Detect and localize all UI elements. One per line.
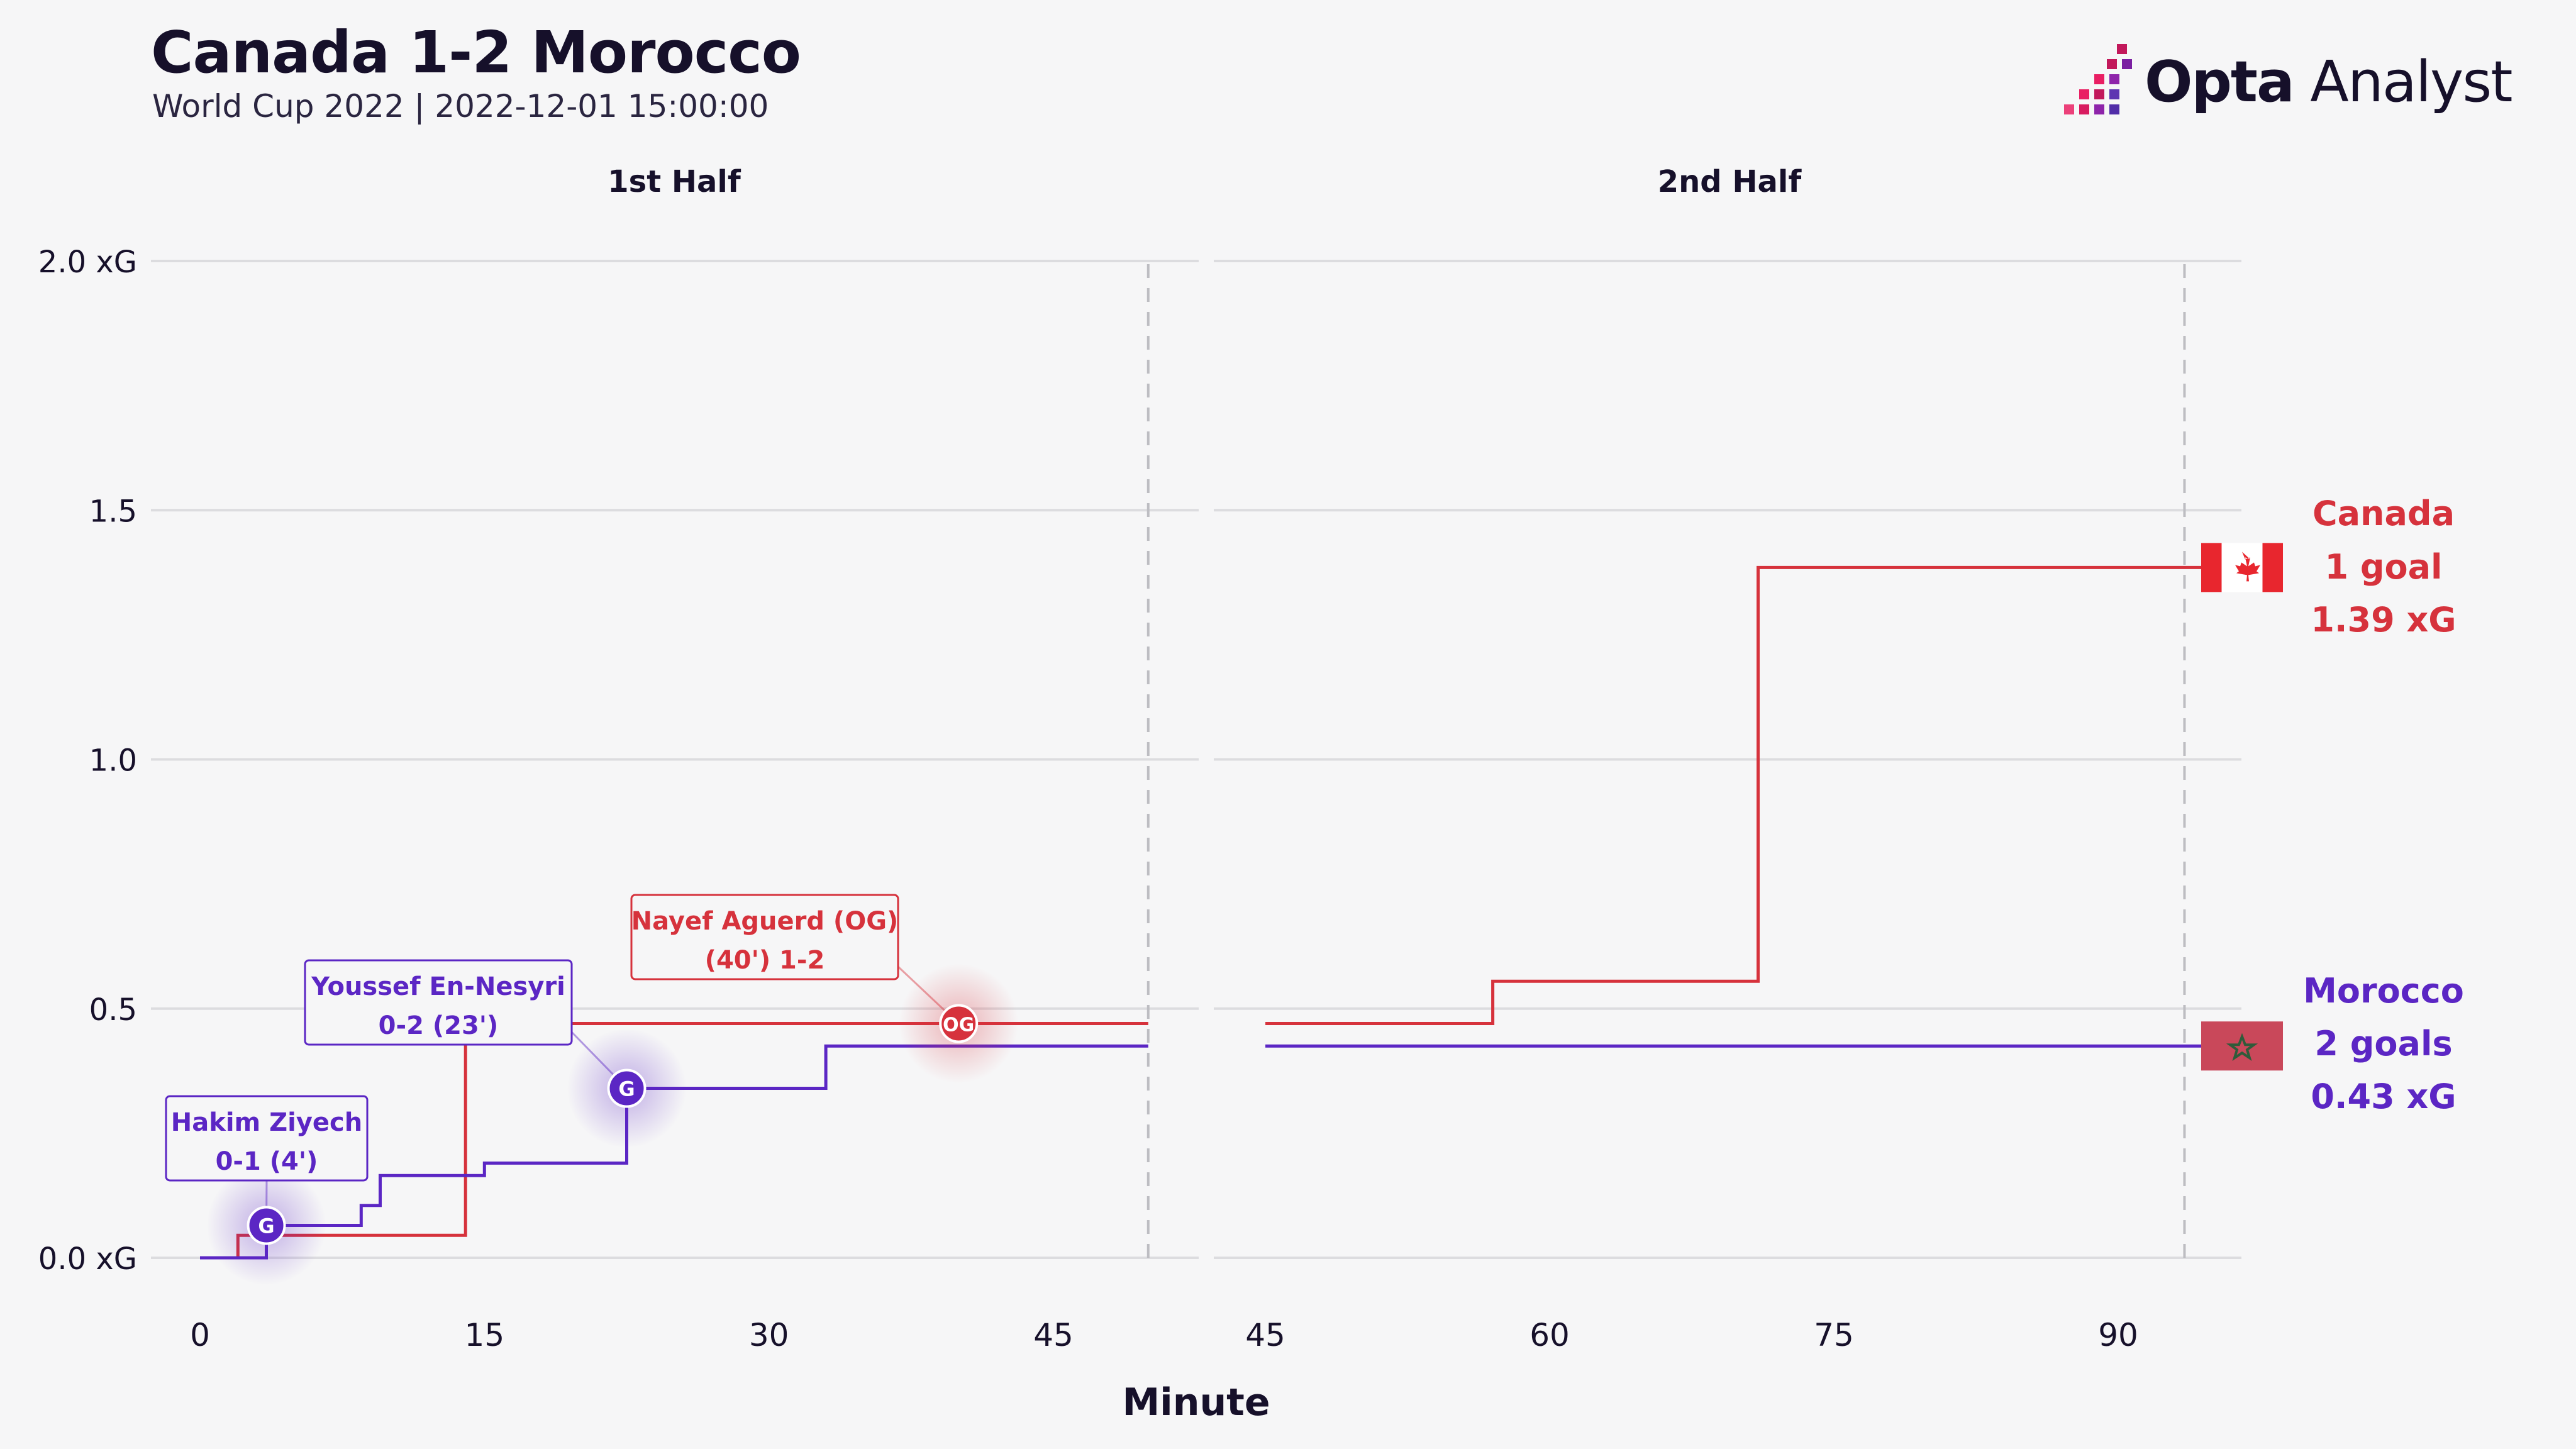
x-tick-label: 45 [1033,1317,1074,1353]
canada-flag-band [2201,543,2222,592]
x-axis-label: Minute [1122,1380,1270,1424]
goal-annotation: Youssef En-Nesyri 0-2 (23') G [304,959,687,1148]
goal-score-label: 0-1 (4') [216,1147,318,1176]
chart-subtitle: World Cup 2022 | 2022-12-01 15:00:00 [152,88,769,125]
brand-name-bold: Opta [2145,49,2295,115]
series-line-canada [1265,565,2213,1025]
team-summary-morocco: Morocco 2 goals 0.43 xG [2201,971,2464,1116]
x-tick-label: 60 [1530,1317,1570,1353]
goal-label-box [165,1095,369,1182]
panel-title: 2nd Half [1658,164,1802,199]
goal-scorer-label: Youssef En-Nesyri [311,972,565,1001]
goal-marker-label: OG [943,1014,974,1036]
team-goals-label: 1 goal [2324,547,2442,587]
team-name-label: Canada [2312,494,2455,533]
y-tick-label: 1.5 [89,494,137,529]
panel-first-half: 1st Half 0 15 30 45 [151,164,1199,1353]
star-icon [2226,1033,2258,1061]
morocco-flag [2201,1021,2283,1071]
x-tick-label: 15 [465,1317,505,1353]
canada-flag-band [2262,543,2283,592]
team-summary-canada: Canada 1 goal 1.39 xG [2201,494,2457,640]
x-tick-label: 30 [749,1317,789,1353]
chart-title: Canada 1-2 Morocco [151,19,801,86]
team-xg-label: 1.39 xG [2311,600,2456,640]
goal-score-label: (40') 1-2 [705,946,825,975]
panel-title: 1st Half [608,164,741,199]
goal-marker-label: G [618,1077,635,1101]
opta-logo-icon [2064,44,2132,114]
goal-annotation: Nayef Aguerd (OG) (40') 1-2 OG [630,894,1019,1084]
y-tick-label: 2.0 xG [38,245,137,280]
goal-scorer-label: Nayef Aguerd (OG) [631,907,899,936]
goal-marker [939,1004,979,1043]
y-tick-label: 0.5 [89,992,137,1028]
x-tick-label: 45 [1245,1317,1285,1353]
y-tick-label: 0.0 xG [38,1241,137,1277]
maple-leaf-icon [2235,552,2260,582]
brand-name-light: Analyst [2293,49,2512,115]
x-tick-label: 75 [1814,1317,1854,1353]
goal-scorer-label: Hakim Ziyech [171,1108,363,1137]
goal-score-label: 0-2 (23') [379,1011,499,1040]
team-goals-label: 2 goals [2314,1024,2452,1063]
goal-marker [247,1206,286,1245]
goal-label-box [630,894,899,980]
team-name-label: Morocco [2303,971,2464,1011]
x-tick-label: 0 [190,1317,210,1353]
goal-marker-label: G [258,1214,274,1238]
opta-analyst-logo: Opta Analyst [2057,38,2512,126]
goal-marker [607,1069,647,1108]
panel-second-half: 2nd Half 45 60 75 90 [1214,164,2241,1353]
brand-name: Opta Analyst [2145,49,2512,115]
y-tick-label: 1.0 [89,743,137,779]
goal-label-box [304,959,573,1046]
goal-annotation: Hakim Ziyech 0-1 (4') G [165,1095,369,1285]
x-tick-label: 90 [2098,1317,2138,1353]
team-xg-label: 0.43 xG [2311,1077,2456,1116]
